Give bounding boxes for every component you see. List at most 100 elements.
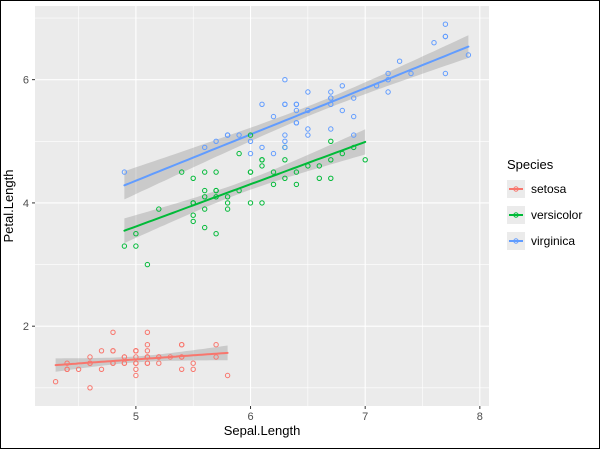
data-point bbox=[110, 360, 116, 366]
legend-item-setosa: setosa bbox=[507, 180, 599, 198]
data-point bbox=[213, 231, 219, 237]
x-tick-label: 7 bbox=[362, 411, 368, 423]
data-point bbox=[224, 132, 231, 138]
data-point bbox=[259, 157, 265, 163]
data-point bbox=[247, 138, 254, 145]
data-point bbox=[133, 366, 139, 372]
legend-key-icon bbox=[507, 206, 525, 224]
data-point bbox=[328, 138, 334, 145]
data-point bbox=[236, 150, 242, 157]
data-point bbox=[144, 261, 151, 268]
data-point bbox=[247, 132, 254, 138]
data-point bbox=[190, 360, 196, 366]
data-point bbox=[270, 181, 277, 188]
points-virginica bbox=[121, 21, 472, 175]
data-point bbox=[385, 70, 391, 77]
points-versicolor bbox=[121, 132, 368, 268]
data-point bbox=[179, 366, 185, 372]
legend-items: setosa versicolor virginica bbox=[507, 180, 599, 250]
data-point bbox=[144, 329, 151, 335]
data-point bbox=[133, 231, 139, 237]
grid-major bbox=[35, 6, 489, 406]
data-point bbox=[190, 212, 196, 218]
data-point bbox=[144, 354, 151, 360]
y-tick-label: 2 bbox=[23, 321, 29, 333]
data-point bbox=[351, 132, 357, 138]
data-point bbox=[202, 169, 208, 175]
data-point bbox=[362, 157, 368, 163]
data-point bbox=[305, 89, 311, 95]
x-tick-label: 8 bbox=[477, 411, 483, 423]
data-point bbox=[282, 175, 288, 182]
data-point bbox=[305, 132, 311, 138]
data-point bbox=[442, 33, 449, 40]
data-point bbox=[328, 101, 334, 108]
data-point bbox=[133, 372, 139, 379]
data-point bbox=[328, 95, 334, 101]
data-point bbox=[259, 144, 265, 151]
data-point bbox=[52, 379, 59, 385]
data-point bbox=[293, 101, 300, 108]
data-point bbox=[442, 70, 449, 77]
data-point bbox=[247, 150, 254, 157]
data-point bbox=[156, 354, 162, 360]
data-point bbox=[236, 132, 242, 138]
legend-item-versicolor: versicolor bbox=[507, 206, 599, 224]
data-point bbox=[179, 342, 185, 348]
data-point bbox=[339, 107, 345, 114]
data-point bbox=[385, 77, 391, 83]
data-point bbox=[236, 187, 242, 194]
regression-line-setosa bbox=[54, 351, 229, 367]
data-point bbox=[408, 70, 414, 77]
data-point bbox=[156, 206, 162, 212]
data-point bbox=[293, 107, 300, 114]
data-point bbox=[213, 138, 219, 145]
data-point bbox=[270, 150, 277, 157]
data-point bbox=[293, 120, 300, 126]
data-point bbox=[121, 169, 128, 175]
data-point bbox=[259, 101, 265, 108]
data-point bbox=[282, 144, 288, 151]
data-point bbox=[144, 360, 151, 366]
legend-item-label: virginica bbox=[531, 234, 576, 248]
data-point bbox=[75, 366, 82, 372]
data-point bbox=[247, 169, 254, 175]
data-point bbox=[98, 348, 105, 354]
data-point bbox=[213, 169, 219, 175]
data-point bbox=[64, 360, 70, 366]
data-point bbox=[328, 126, 334, 132]
data-point bbox=[339, 83, 345, 89]
data-point bbox=[351, 113, 357, 120]
points-setosa bbox=[52, 329, 231, 391]
data-point bbox=[442, 21, 449, 27]
data-point bbox=[373, 83, 380, 89]
data-point bbox=[179, 169, 185, 175]
data-point bbox=[270, 169, 277, 175]
data-point bbox=[167, 354, 174, 360]
data-point bbox=[247, 200, 254, 206]
legend-item-label: versicolor bbox=[531, 208, 583, 222]
data-point bbox=[305, 163, 311, 169]
data-point bbox=[316, 175, 322, 182]
data-point bbox=[190, 175, 196, 182]
data-point bbox=[282, 132, 288, 138]
data-point bbox=[133, 354, 139, 360]
data-point bbox=[316, 163, 322, 169]
legend-key-icon bbox=[507, 232, 525, 250]
legend: Species setosa versicolor virginica bbox=[507, 157, 599, 258]
x-axis-ticks: 5 6 7 8 bbox=[133, 406, 483, 423]
data-point bbox=[110, 348, 116, 354]
data-point bbox=[224, 200, 231, 206]
data-point bbox=[213, 354, 219, 360]
data-point bbox=[87, 360, 93, 366]
data-point bbox=[282, 77, 288, 83]
data-point bbox=[87, 385, 93, 391]
data-point bbox=[202, 206, 208, 212]
regression-line-virginica bbox=[123, 45, 470, 187]
data-point bbox=[259, 200, 265, 206]
data-point bbox=[121, 243, 128, 249]
x-tick-label: 6 bbox=[247, 411, 253, 423]
data-point bbox=[64, 366, 70, 372]
